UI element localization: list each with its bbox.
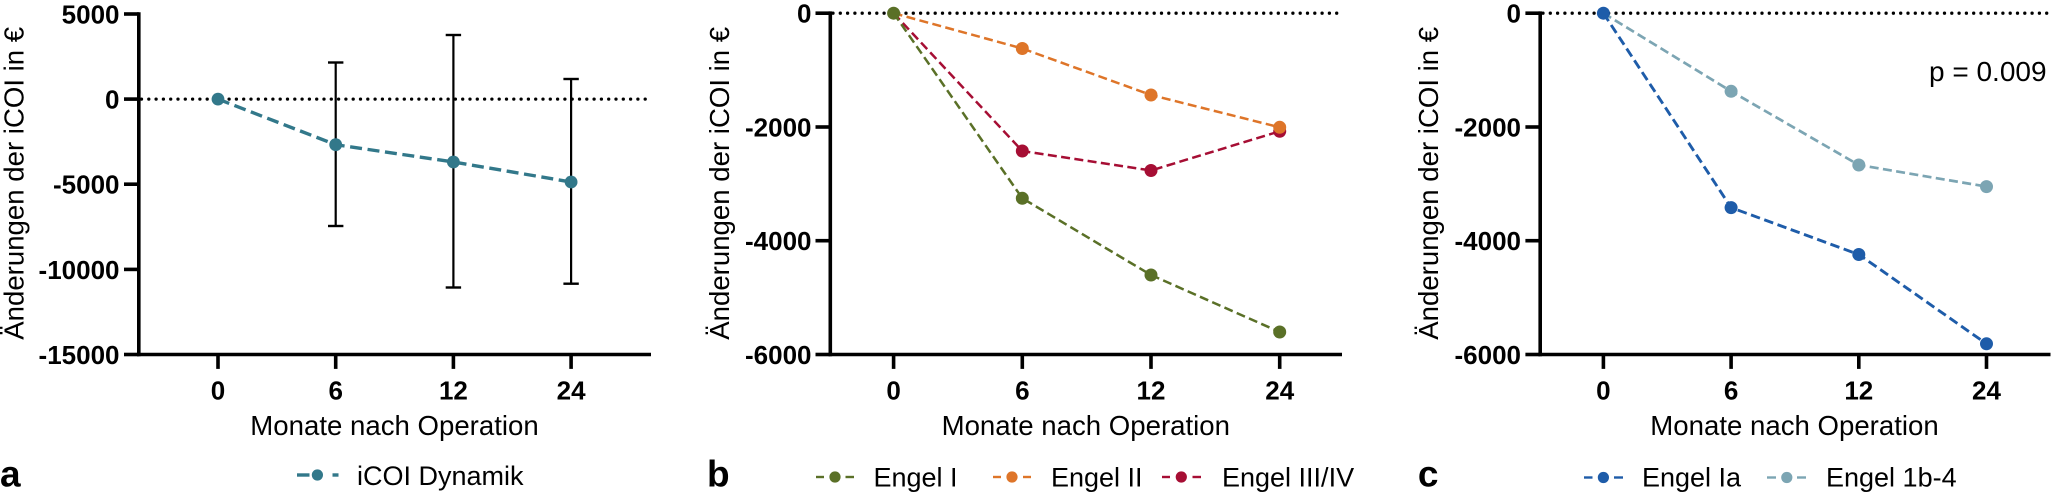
- svg-text:-2000: -2000: [1455, 112, 1522, 142]
- svg-text:Änderungen der iCOI in €: Änderungen der iCOI in €: [704, 27, 735, 340]
- svg-text:0: 0: [105, 85, 119, 115]
- svg-text:12: 12: [439, 376, 468, 406]
- svg-text:6: 6: [1015, 376, 1029, 406]
- svg-text:24: 24: [1972, 376, 2001, 406]
- svg-text:-4000: -4000: [1455, 226, 1522, 256]
- svg-text:24: 24: [1265, 376, 1294, 406]
- svg-text:Monate nach Operation: Monate nach Operation: [250, 410, 538, 441]
- svg-text:-5000: -5000: [53, 170, 120, 200]
- svg-text:Änderungen der iCOI in €: Änderungen der iCOI in €: [1413, 27, 1444, 340]
- svg-text:0: 0: [211, 376, 225, 406]
- svg-text:-6000: -6000: [1455, 340, 1522, 370]
- svg-text:Engel II: Engel II: [1051, 463, 1143, 493]
- svg-text:-6000: -6000: [745, 340, 812, 370]
- svg-text:0: 0: [1507, 0, 1521, 29]
- svg-text:Engel I: Engel I: [874, 463, 958, 493]
- svg-text:Monate nach Operation: Monate nach Operation: [942, 410, 1230, 441]
- svg-text:c: c: [1418, 454, 1439, 495]
- svg-text:12: 12: [1137, 376, 1166, 406]
- svg-text:Engel Ia: Engel Ia: [1642, 463, 1742, 493]
- svg-text:Engel 1b-4: Engel 1b-4: [1826, 463, 1957, 493]
- svg-text:a: a: [0, 454, 21, 495]
- svg-text:6: 6: [1724, 376, 1738, 406]
- svg-text:24: 24: [557, 376, 586, 406]
- svg-text:6: 6: [328, 376, 342, 406]
- svg-text:Änderungen der iCOI in €: Änderungen der iCOI in €: [0, 27, 29, 340]
- svg-text:-15000: -15000: [39, 340, 120, 370]
- svg-text:12: 12: [1844, 376, 1873, 406]
- svg-text:p = 0.009: p = 0.009: [1929, 56, 2047, 87]
- svg-text:iCOI Dynamik: iCOI Dynamik: [357, 461, 524, 491]
- svg-text:0: 0: [797, 0, 811, 29]
- svg-text:0: 0: [886, 376, 900, 406]
- svg-text:Engel III/IV: Engel III/IV: [1222, 463, 1354, 493]
- svg-text:Monate nach Operation: Monate nach Operation: [1650, 410, 1938, 441]
- svg-text:0: 0: [1596, 376, 1610, 406]
- svg-text:5000: 5000: [62, 0, 120, 29]
- svg-text:b: b: [707, 454, 730, 495]
- svg-text:-2000: -2000: [745, 112, 812, 142]
- svg-text:-10000: -10000: [39, 255, 120, 285]
- svg-text:-4000: -4000: [745, 226, 812, 256]
